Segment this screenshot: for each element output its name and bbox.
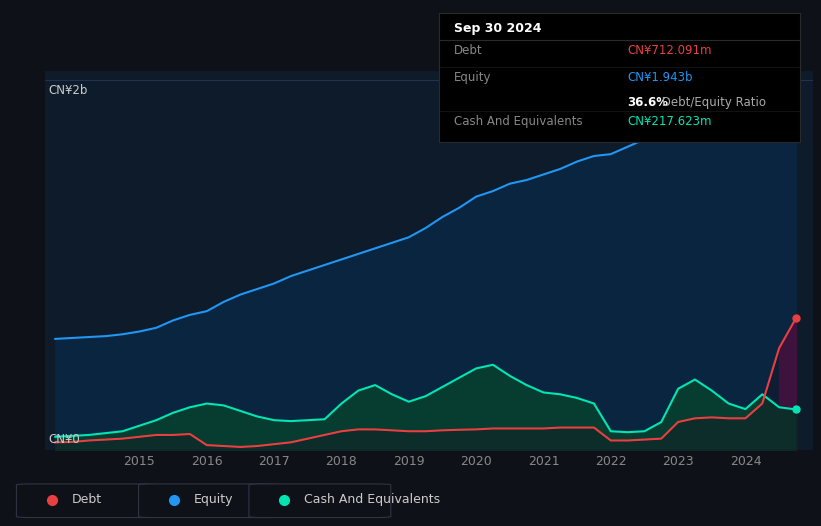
Text: CN¥217.623m: CN¥217.623m	[627, 115, 712, 128]
FancyBboxPatch shape	[249, 484, 391, 518]
Text: Equity: Equity	[194, 493, 233, 506]
Text: CN¥2b: CN¥2b	[48, 84, 88, 97]
Text: CN¥712.091m: CN¥712.091m	[627, 44, 712, 57]
Text: Debt: Debt	[71, 493, 102, 506]
Text: Debt: Debt	[454, 44, 482, 57]
Text: Sep 30 2024: Sep 30 2024	[454, 22, 541, 35]
Text: CN¥0: CN¥0	[48, 433, 80, 446]
Text: Equity: Equity	[454, 71, 491, 84]
FancyBboxPatch shape	[16, 484, 158, 518]
Text: Cash And Equivalents: Cash And Equivalents	[454, 115, 582, 128]
Text: 36.6%: 36.6%	[627, 96, 668, 109]
Text: Debt/Equity Ratio: Debt/Equity Ratio	[658, 96, 766, 109]
FancyBboxPatch shape	[139, 484, 281, 518]
Text: Cash And Equivalents: Cash And Equivalents	[304, 493, 440, 506]
Text: CN¥1.943b: CN¥1.943b	[627, 71, 693, 84]
